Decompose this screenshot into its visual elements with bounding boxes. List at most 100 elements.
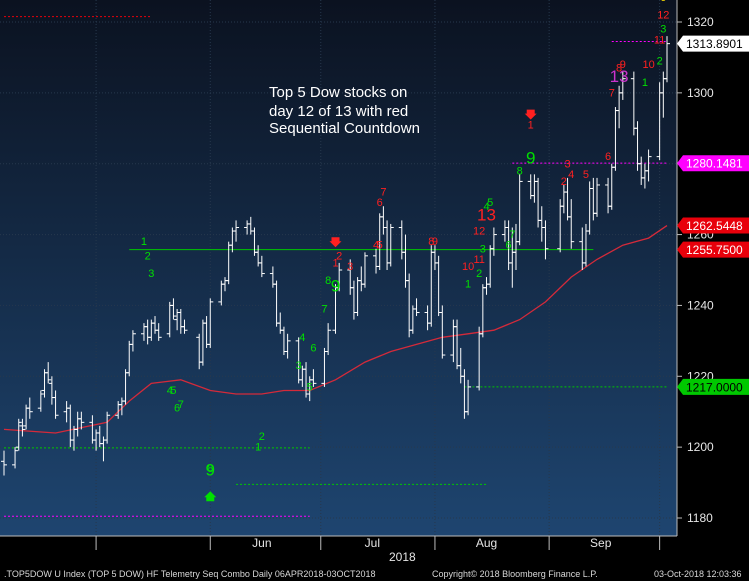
ohlc-bar <box>325 323 332 356</box>
price-label-text: 1280.1481 <box>686 157 743 171</box>
sequential-count: 2 <box>336 250 342 262</box>
ohlc-bar <box>207 298 214 348</box>
sequential-count: 2 <box>145 250 151 262</box>
price-label: 1217.0000 <box>677 378 749 395</box>
ohlc-bar <box>465 379 472 416</box>
ohlc-bar <box>664 36 670 83</box>
sequential-count: 4 <box>373 240 379 252</box>
sequential-count: 1 <box>141 236 147 248</box>
ohlc-bar <box>78 411 85 430</box>
sequential-count: 10 <box>642 59 654 71</box>
ohlc-bar <box>361 252 368 288</box>
price-label-background <box>677 155 749 172</box>
sequential-count: 1 <box>642 77 648 89</box>
arrow-down-icon <box>524 109 537 120</box>
x-year-label: 2018 <box>389 550 416 564</box>
ohlc-bar <box>155 323 162 341</box>
price-label-text: 1217.0000 <box>686 380 743 394</box>
ohlc-bar <box>19 418 26 437</box>
sequential-count: 7 <box>509 229 515 241</box>
sequential-count: 3 <box>148 268 154 280</box>
ohlc-bar <box>258 255 265 278</box>
ohlc-bar <box>645 149 652 182</box>
sequential-count: 6 <box>310 342 316 354</box>
sequential-count: 9 <box>206 460 215 479</box>
ohlc-bar <box>284 333 291 359</box>
sequential-count: 1 <box>465 279 471 291</box>
sequential-count: 13 <box>610 67 629 86</box>
price-label-text: 1313.8901 <box>686 37 743 51</box>
sequential-count: 8 <box>207 463 213 475</box>
price-label-background <box>677 35 749 52</box>
sequential-count: 7 <box>178 399 184 411</box>
y-tick-label: 1240 <box>687 298 714 312</box>
ohlc-bar <box>439 305 446 359</box>
sequential-count: 1 <box>332 257 338 269</box>
y-tick-label: 1300 <box>687 86 714 100</box>
sequential-count: 5 <box>377 240 383 252</box>
sequential-count: 4 <box>167 385 173 397</box>
x-tick-label: Sep <box>590 536 612 550</box>
annotation-line-2: day 12 of 13 with red <box>269 103 408 120</box>
moving-average-line <box>3 225 668 434</box>
ohlc-bar <box>542 220 549 260</box>
price-labels: 1313.8901 1280.1481 1262.5448 1255.7500 1217… <box>677 35 749 395</box>
sequential-count: 8 <box>517 165 523 177</box>
footer-middle: Copyright© 2018 Bloomberg Finance L.P. <box>432 569 598 579</box>
ohlc-bar <box>170 298 177 320</box>
price-label-text: 1262.5448 <box>686 219 743 233</box>
x-tick-label: Aug <box>476 536 497 550</box>
sequential-count: 1 <box>255 442 261 454</box>
ohlc-bar <box>336 262 343 292</box>
sequential-count: 4 <box>568 169 574 181</box>
ohlc-bar <box>37 390 44 412</box>
ohlc-bar <box>310 369 317 387</box>
ohlc-bar <box>413 298 420 317</box>
sequential-count: 12 <box>473 226 485 238</box>
sequential-count: 6 <box>605 151 611 163</box>
sequential-count: 5 <box>583 169 589 181</box>
annotation-line-3: Sequential Countdown <box>269 120 420 137</box>
x-tick-label: Jul <box>365 536 380 550</box>
ohlc-bar <box>181 319 188 334</box>
ohlc-bar <box>619 71 626 100</box>
y-tick-label: 1180 <box>687 511 713 525</box>
price-label: 1255.7500 <box>677 241 749 258</box>
ohlc-bar <box>15 418 22 451</box>
moving-average <box>3 225 668 434</box>
sequential-count: 2 <box>259 431 265 443</box>
arrow-down-icon <box>329 237 342 248</box>
sequential-count: 5 <box>170 385 176 397</box>
annotation-line-1: Top 5 Dow stocks on <box>269 84 407 101</box>
grid <box>0 0 677 536</box>
sequential-count: 8 <box>616 63 622 75</box>
price-label: 1262.5448 <box>677 217 749 234</box>
sequential-count: 4 <box>299 332 305 344</box>
sequential-count: 8 <box>325 275 331 287</box>
sequential-count: 5 <box>307 381 313 393</box>
sequential-count: 3 <box>480 243 486 255</box>
price-label-background <box>677 378 749 395</box>
sequential-count: 9 <box>432 236 438 248</box>
sequential-count: 6 <box>174 403 180 415</box>
sequential-count: 3 <box>660 24 666 36</box>
price-label-background <box>677 241 749 258</box>
ohlc-bars <box>1 36 670 476</box>
sequential-count: 13 <box>477 205 496 224</box>
ohlc-bar <box>1 450 7 476</box>
sequential-count: 11 <box>473 254 484 266</box>
sequential-count: 3 <box>347 261 353 273</box>
sequential-count: 10 <box>462 261 474 273</box>
sequential-count: 6 <box>377 197 383 209</box>
sequential-count: 4 <box>483 201 489 213</box>
price-label-text: 1255.7500 <box>686 243 743 257</box>
sequential-count: 7 <box>321 304 327 316</box>
footer-bar <box>0 566 749 581</box>
ohlc-bar <box>387 223 394 267</box>
x-tick-label: Jun <box>252 536 271 550</box>
ohlc-bar <box>568 199 575 249</box>
sequential-count: 1 <box>528 119 534 131</box>
